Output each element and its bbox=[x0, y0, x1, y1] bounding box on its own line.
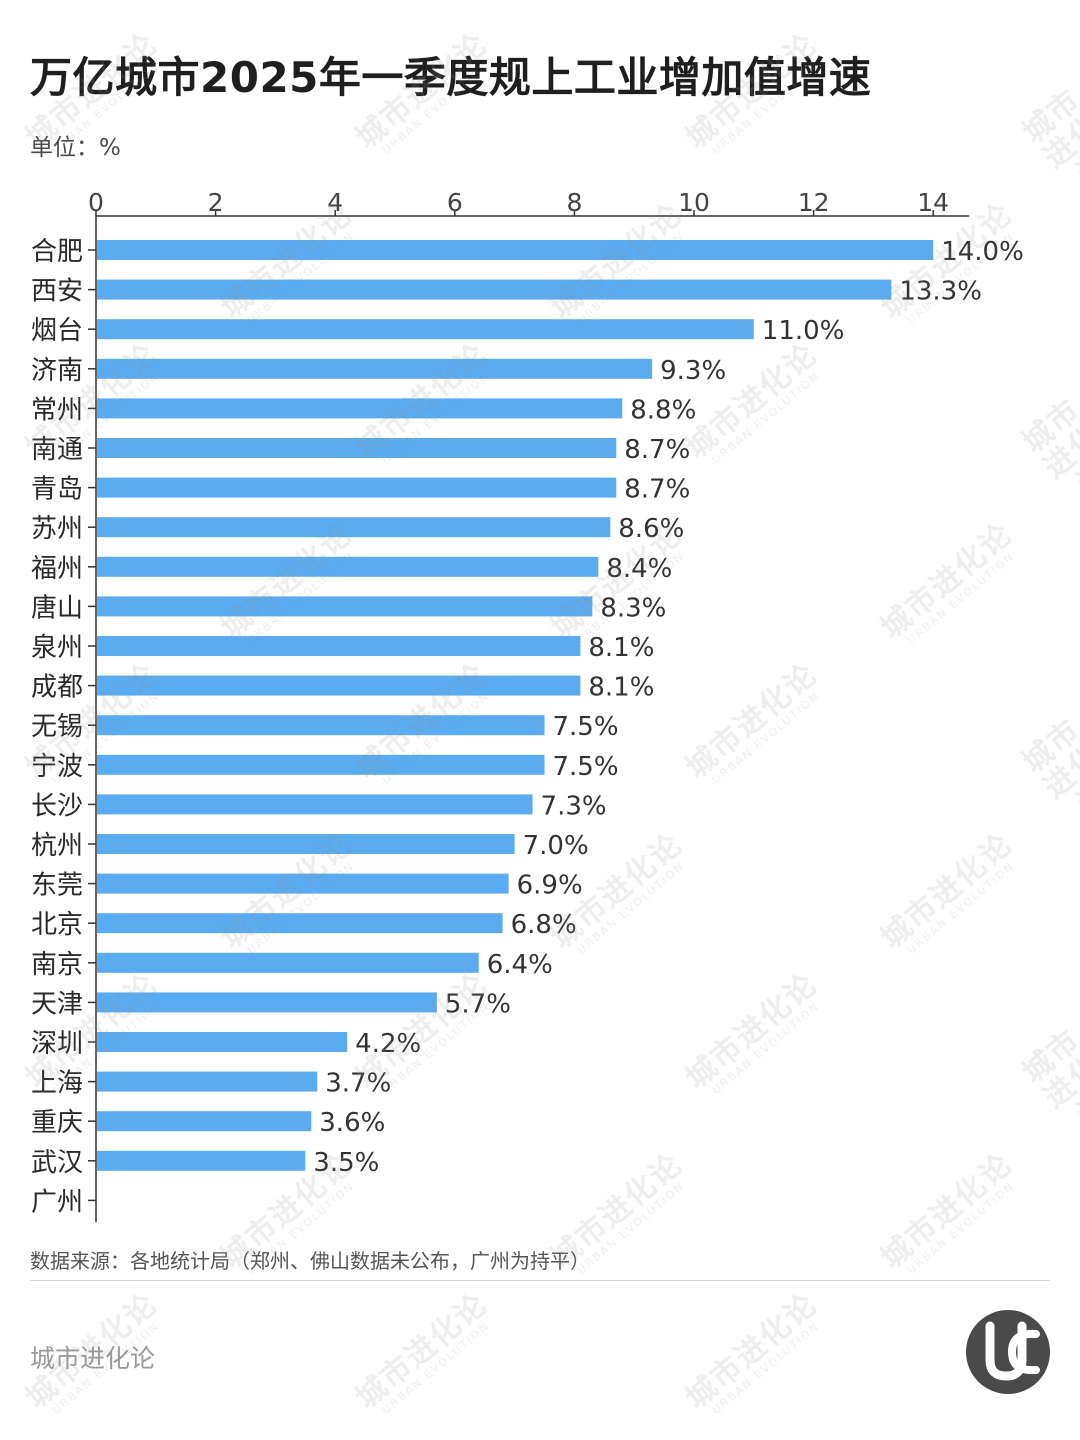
bar bbox=[97, 596, 593, 617]
bar bbox=[97, 477, 617, 498]
category-label: 上海 bbox=[31, 1069, 83, 1099]
bar bbox=[97, 715, 545, 736]
x-tick-label: 8 bbox=[566, 188, 582, 217]
category-label: 泉州 bbox=[31, 633, 83, 663]
data-label: 8.4% bbox=[606, 554, 672, 584]
data-label: 9.3% bbox=[660, 356, 726, 386]
category-label: 南通 bbox=[31, 435, 83, 465]
bar bbox=[97, 319, 754, 340]
category-label: 无锡 bbox=[31, 712, 83, 742]
x-tick-label: 0 bbox=[88, 188, 104, 217]
data-label: 6.8% bbox=[511, 910, 577, 940]
data-label: 7.5% bbox=[553, 712, 619, 742]
bar bbox=[97, 358, 653, 379]
data-source-note: 数据来源：各地统计局（郑州、佛山数据未公布，广州为持平） bbox=[30, 1249, 590, 1273]
data-label: 5.7% bbox=[445, 989, 511, 1019]
brand-name: 城市进化论 bbox=[30, 1344, 156, 1373]
bar bbox=[97, 1032, 348, 1052]
data-label: 13.3% bbox=[899, 277, 982, 307]
bar bbox=[97, 1150, 306, 1171]
category-label: 济南 bbox=[31, 356, 83, 386]
data-label: 3.5% bbox=[313, 1148, 379, 1178]
category-label: 深圳 bbox=[31, 1029, 83, 1059]
category-label: 东莞 bbox=[31, 871, 83, 901]
chart-title: 万亿城市2025年一季度规上工业增加值增速 bbox=[30, 53, 872, 102]
brand-logo-icon bbox=[966, 1310, 1050, 1394]
bar bbox=[97, 913, 503, 934]
bar bbox=[97, 636, 581, 656]
x-tick-label: 4 bbox=[327, 188, 343, 217]
footer-divider bbox=[30, 1280, 1050, 1281]
category-label: 成都 bbox=[31, 673, 83, 703]
category-label: 重庆 bbox=[31, 1108, 83, 1138]
data-label: 8.7% bbox=[624, 435, 690, 465]
category-label: 青岛 bbox=[31, 475, 83, 505]
category-label: 福州 bbox=[31, 554, 83, 584]
data-label: 7.0% bbox=[523, 831, 589, 861]
data-label: 8.7% bbox=[624, 475, 690, 505]
data-label: 6.4% bbox=[487, 950, 553, 980]
data-label: 7.5% bbox=[553, 752, 619, 782]
data-label: 6.9% bbox=[517, 871, 583, 901]
data-label: 14.0% bbox=[941, 237, 1024, 267]
bar bbox=[97, 834, 515, 854]
bar bbox=[97, 279, 892, 300]
category-label: 宁波 bbox=[31, 752, 83, 782]
bar bbox=[97, 1111, 312, 1132]
bar bbox=[97, 240, 934, 260]
category-label: 杭州 bbox=[31, 831, 83, 861]
data-label: 8.8% bbox=[630, 395, 696, 425]
x-tick-label: 6 bbox=[447, 188, 463, 217]
bar bbox=[97, 992, 437, 1013]
bar bbox=[97, 398, 623, 419]
bar bbox=[97, 754, 545, 775]
x-tick-label: 12 bbox=[798, 188, 830, 217]
category-label: 北京 bbox=[31, 910, 83, 940]
category-label: 常州 bbox=[31, 395, 83, 425]
category-label: 西安 bbox=[31, 277, 83, 307]
data-label: 8.3% bbox=[600, 593, 666, 623]
bar bbox=[97, 794, 533, 815]
category-label: 武汉 bbox=[31, 1148, 83, 1178]
bar bbox=[97, 517, 611, 538]
data-label: 7.3% bbox=[541, 791, 607, 821]
category-label: 唐山 bbox=[31, 593, 83, 623]
bar bbox=[97, 873, 509, 894]
data-label: 3.7% bbox=[325, 1069, 391, 1099]
category-label: 南京 bbox=[31, 950, 83, 980]
unit-label: 单位：% bbox=[30, 135, 121, 161]
data-label: 3.6% bbox=[319, 1108, 385, 1138]
x-tick-label: 14 bbox=[917, 188, 949, 217]
data-label: 11.0% bbox=[762, 316, 845, 346]
bar bbox=[97, 438, 617, 458]
x-tick-label: 2 bbox=[208, 188, 224, 217]
category-label: 广州 bbox=[31, 1187, 83, 1217]
data-label: 8.1% bbox=[588, 673, 654, 703]
x-tick-label: 10 bbox=[678, 188, 710, 217]
bar bbox=[97, 952, 479, 973]
category-label: 合肥 bbox=[31, 237, 83, 267]
bar-chart: 0 2 4 6 8 10 12 14 合肥 14.0% 西安 13.3% 烟台 11.0% 济南 9.3% 常州… bbox=[31, 188, 1024, 1223]
bar bbox=[97, 675, 581, 696]
bar bbox=[97, 556, 599, 577]
category-label: 苏州 bbox=[31, 514, 83, 544]
data-label: 4.2% bbox=[355, 1029, 421, 1059]
category-label: 长沙 bbox=[31, 791, 83, 821]
category-label: 天津 bbox=[31, 989, 83, 1019]
data-label: 8.6% bbox=[618, 514, 684, 544]
category-label: 烟台 bbox=[31, 316, 83, 346]
data-label: 8.1% bbox=[588, 633, 654, 663]
bar bbox=[97, 1071, 318, 1092]
